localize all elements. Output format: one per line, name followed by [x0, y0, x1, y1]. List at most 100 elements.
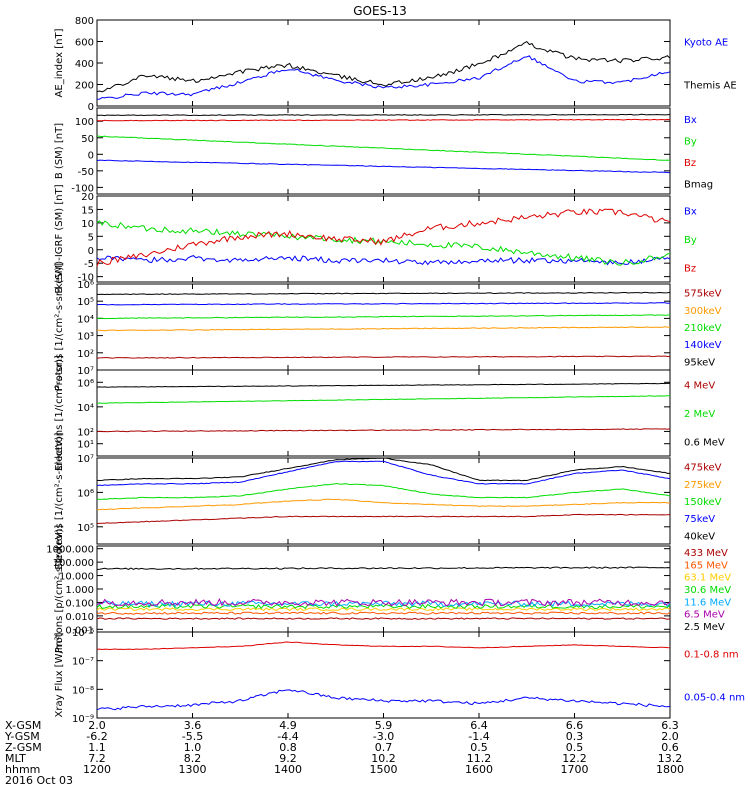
panel-8: 10⁻⁹ 10⁻⁸ 10⁻⁷ 10⁻⁶ Xray Flux [W/m²] 0.1-0.8 … [54, 628, 745, 725]
series-line-themis-ae [96, 40, 671, 93]
footer-value-hhmm: 1800 [656, 763, 684, 776]
y-tick-label: 10.000 [59, 572, 94, 583]
legend-label: 210keV [684, 323, 722, 334]
footer-value-x_gsm: 3.6 [184, 719, 202, 732]
series-line-275kev [96, 498, 671, 511]
footer-value-x_gsm: 6.3 [661, 719, 679, 732]
y-axis-label: B (SM) [nT] [54, 123, 65, 179]
footer-columns: 2.0-6.21.17.212003.6-5.51.08.213004.9-4.… [83, 719, 684, 776]
legend-label: 165 MeV [684, 560, 728, 571]
y-tick-label: -100 [71, 183, 94, 194]
y-tick-label: 800 [75, 16, 94, 27]
footer-ephemeris: X-GSM Y-GSM Z-GSM MLT hhmm 2016 Oct 03 2… [4, 719, 684, 787]
legend-label: Bz [684, 158, 696, 169]
footer-value-y_gsm: -5.5 [182, 730, 203, 743]
footer-value-y_gsm: -6.2 [86, 730, 107, 743]
y-tick-label: 50 [81, 134, 94, 145]
footer-value-z_gsm: 0.5 [566, 741, 584, 754]
y-axis-label: AE_index [nT] [54, 28, 65, 97]
y-tick-label: 10¹ [77, 440, 94, 451]
footer-value-mlt: 12.2 [562, 752, 587, 765]
y-tick-label: 10 [81, 219, 94, 230]
legend-label: 0.6 MeV [684, 438, 725, 449]
legend-label: 150keV [684, 497, 722, 508]
panel-frame [96, 457, 671, 545]
footer-value-hhmm: 1200 [83, 763, 111, 776]
legend-label: Bx [684, 115, 697, 126]
legend-label: 275keV [684, 480, 722, 491]
footer-value-x_gsm: 4.9 [279, 719, 297, 732]
y-axis-label: Protons [p/(cm²-s-sr-keV)] [54, 525, 65, 653]
y-tick-label: 10⁶ [77, 488, 94, 499]
footer-label-x: X-GSM [5, 719, 41, 732]
y-tick-label: 0 [88, 246, 94, 257]
series-line-210kev [97, 314, 671, 320]
y-tick-label: 0.001 [65, 625, 94, 636]
y-axis-label: Protons [1/(cm²-s-sr-keV)] [54, 263, 65, 391]
series-line-140kev [96, 302, 671, 306]
series-line-150kev [96, 482, 671, 500]
legend-label: Bx [684, 206, 697, 217]
panel-6: 10⁵ 10⁶ 10⁷ Electrons [1/(cm²-s-sr-keV)] 475… [54, 432, 722, 569]
y-tick-label: 0 [88, 150, 94, 161]
series-line-by [96, 220, 671, 266]
y-tick-label: 600 [75, 38, 94, 49]
footer-value-z_gsm: 0.8 [279, 741, 297, 754]
series-line-bz [96, 118, 671, 122]
legend-label: 63.1 MeV [684, 573, 731, 584]
plot-title: GOES-13 [353, 4, 407, 18]
panel-1: 0 200 400 600 800 AE_index [nT] Kyoto AE Themis… [54, 16, 737, 113]
footer-value-z_gsm: 0.5 [470, 741, 488, 754]
y-tick-label: 200 [75, 81, 94, 92]
footer-value-mlt: 7.2 [88, 752, 106, 765]
legend-label: 40keV [684, 531, 715, 542]
y-tick-label: 10³ [77, 332, 94, 343]
footer-value-x_gsm: 2.0 [88, 719, 106, 732]
y-axis-label: Electrons [1/(cm²-s-sr-keV)] [54, 432, 65, 569]
series-line-575kev [96, 355, 671, 359]
series-line-bx [96, 255, 671, 266]
series-line-0-6-mev [96, 382, 671, 388]
panel-frame [96, 369, 671, 457]
y-tick-label: 10⁷ [77, 366, 94, 377]
legend-label: By [684, 235, 697, 246]
footer-value-x_gsm: 6.4 [470, 719, 488, 732]
legend-label: 95keV [684, 357, 715, 368]
y-tick-label: 10⁻⁹ [72, 714, 94, 725]
y-axis-label: Xray Flux [W/m²] [54, 632, 65, 717]
legend-label: Themis AE [683, 81, 737, 92]
y-axis-label: B (SM)-IGRF (SM) [nT] [54, 184, 65, 293]
y-tick-label: 0 [88, 102, 94, 113]
y-tick-label: 100 [75, 117, 94, 128]
legend-label: 475keV [684, 463, 722, 474]
legend-label: 4 MeV [684, 380, 715, 391]
footer-value-mlt: 10.2 [371, 752, 396, 765]
series-line-165-mev [96, 611, 671, 615]
series-line-6-5-mev [96, 598, 671, 607]
y-tick-label: 10⁵ [77, 297, 94, 308]
series-line-30-6-mev [96, 603, 671, 610]
legend-label: 11.6 MeV [684, 597, 731, 608]
y-tick-label: 10⁶ [77, 378, 94, 389]
footer-value-mlt: 9.2 [279, 752, 297, 765]
footer-date: 2016 Oct 03 [5, 774, 73, 787]
footer-value-hhmm: 1300 [179, 763, 207, 776]
series-line-4-mev [96, 428, 671, 433]
legend-label: 433 MeV [684, 548, 728, 559]
y-tick-label: -50 [78, 167, 94, 178]
footer-value-mlt: 13.2 [658, 752, 683, 765]
y-tick-label: 15 [81, 205, 94, 216]
series-line-bmag [96, 113, 671, 117]
footer-value-z_gsm: 1.1 [88, 741, 106, 754]
series-line-2-mev [96, 395, 670, 404]
series-line-0-1-0-8-nm [96, 641, 671, 651]
legend-label: 2 MeV [684, 409, 715, 420]
panel-4: 10² 10³ 10⁴ 10⁵ 10⁶ Protons [1/(cm²-s-sr-keV)… [54, 263, 722, 391]
footer-value-z_gsm: 0.6 [661, 741, 679, 754]
y-axis-label: Electrons [1/(cm²-s-sr)] [54, 355, 65, 471]
footer-value-z_gsm: 0.7 [375, 741, 393, 754]
footer-value-hhmm: 1600 [465, 763, 493, 776]
